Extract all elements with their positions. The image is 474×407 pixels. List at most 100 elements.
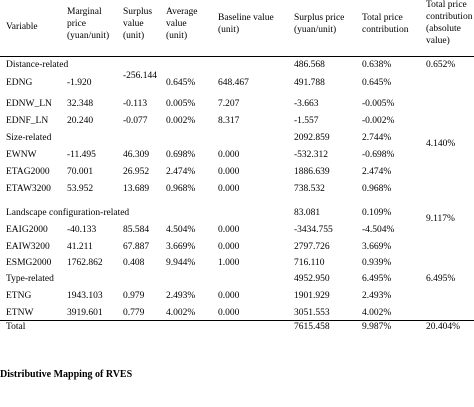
cell-marginal: 1762.862: [67, 258, 103, 268]
cell-abs: 6.495%: [426, 274, 456, 284]
cell-average: 4.002%: [166, 308, 196, 318]
cell-contribution: 0.939%: [362, 258, 392, 268]
cell-average: 0.005%: [166, 99, 196, 109]
cell-surplus-price: 491.788: [294, 78, 325, 88]
cell-surplus-price: 4952.950: [294, 274, 330, 284]
cell-average: 9.944%: [166, 258, 196, 268]
cell-abs: 20.404%: [426, 322, 461, 332]
cell-average: 2.493%: [166, 291, 196, 301]
cell-abs: 9.117%: [426, 214, 455, 224]
cell-contribution: 0.638%: [362, 60, 392, 70]
cell-baseline: 648.467: [218, 78, 249, 88]
cell-contribution: 0.109%: [362, 208, 392, 218]
cell-surplus-price: 738.532: [294, 184, 325, 194]
header-total-price-contribution-abs: Total price contribution (absolute value…: [426, 0, 473, 46]
cell-contribution: 2.493%: [362, 291, 392, 301]
cell-abs: 4.140%: [426, 139, 456, 149]
cell-contribution: 3.669%: [362, 242, 392, 252]
cell-variable: Total: [6, 322, 26, 332]
cell-contribution: -0.002%: [362, 116, 395, 126]
cell-variable: EDNF_LN: [6, 116, 49, 126]
cell-surplus: 0.408: [123, 258, 145, 268]
cell-variable: ETAG2000: [6, 167, 50, 177]
cell-surplus: 26.952: [123, 167, 150, 177]
cell-surplus: 0.979: [123, 291, 145, 301]
cell-surplus-price: -3434.755: [294, 225, 333, 235]
cell-marginal: 20.240: [67, 116, 94, 126]
cell-baseline: 0.000: [218, 308, 240, 318]
cell-average: 2.474%: [166, 167, 196, 177]
cell-surplus-price: -532.312: [294, 150, 329, 160]
cell-abs: 0.652%: [426, 60, 456, 70]
header-rule: [0, 56, 474, 57]
cell-marginal: -40.133: [67, 225, 97, 235]
cell-baseline: 0.000: [218, 242, 240, 252]
cell-variable: EAIW3200: [6, 242, 50, 252]
cell-marginal: 3919.601: [67, 308, 103, 318]
header-total-price-contribution: Total price contribution: [362, 13, 409, 35]
cell-variable: ESMG2000: [6, 258, 52, 268]
cell-marginal: 53.952: [67, 184, 94, 194]
cell-surplus: -256.144: [123, 71, 158, 81]
cell-surplus-price: 83.081: [294, 208, 321, 218]
cell-baseline: 0.000: [218, 150, 240, 160]
cell-surplus-price: 486.568: [294, 60, 325, 70]
cell-baseline: 0.000: [218, 225, 240, 235]
cell-baseline: 1.000: [218, 258, 240, 268]
cell-surplus-price: -3.663: [294, 99, 319, 109]
cell-contribution: 0.645%: [362, 78, 392, 88]
cell-variable: Landscape configuration-related: [6, 208, 130, 218]
cell-contribution: 0.968%: [362, 184, 392, 194]
cell-average: 0.002%: [166, 116, 196, 126]
section-caption: Distributive Mapping of RVES: [0, 369, 133, 380]
cell-variable: Size-related: [6, 133, 52, 143]
header-average-value: Average value (unit): [166, 7, 198, 41]
cell-average: 0.645%: [166, 78, 196, 88]
header-surplus-value: Surplus value (unit): [123, 7, 153, 41]
cell-average: 4.504%: [166, 225, 196, 235]
header-variable: Variable: [6, 22, 38, 32]
header-surplus-price: Surplus price (yuan/unit): [294, 13, 345, 35]
cell-contribution: -0.005%: [362, 99, 395, 109]
cell-baseline: 0.000: [218, 291, 240, 301]
cell-marginal: 1943.103: [67, 291, 103, 301]
cell-marginal: 41.211: [67, 242, 93, 252]
cell-marginal: -11.495: [67, 150, 96, 160]
cell-surplus: -0.113: [123, 99, 148, 109]
cell-baseline: 0.000: [218, 184, 240, 194]
cell-contribution: 2.744%: [362, 133, 392, 143]
cell-variable: Type-related: [6, 274, 54, 284]
cell-variable: EDNW_LN: [6, 99, 52, 109]
cell-variable: ETNW: [6, 308, 34, 318]
cell-baseline: 7.207: [218, 99, 240, 109]
cell-contribution: 9.987%: [362, 322, 392, 332]
cell-surplus-price: 2797.726: [294, 242, 330, 252]
cell-surplus: 67.887: [123, 242, 150, 252]
header-marginal-price: Marginal price (yuan/unit): [67, 7, 110, 41]
cell-surplus: 0.779: [123, 308, 145, 318]
bottom-rule: [0, 320, 474, 321]
cell-contribution: 2.474%: [362, 167, 392, 177]
cell-surplus-price: 3051.553: [294, 308, 330, 318]
cell-surplus: -0.077: [123, 116, 148, 126]
cell-contribution: 6.495%: [362, 274, 392, 284]
cell-average: 0.968%: [166, 184, 196, 194]
header-baseline-value: Baseline value (unit): [218, 13, 274, 35]
cell-variable: ETNG: [6, 291, 32, 301]
cell-contribution: -4.504%: [362, 225, 395, 235]
cell-surplus-price: 1901.929: [294, 291, 330, 301]
cell-marginal: 70.001: [67, 167, 94, 177]
cell-variable: EAIG2000: [6, 225, 48, 235]
cell-surplus: 46.309: [123, 150, 150, 160]
cell-marginal: 32.348: [67, 99, 94, 109]
cell-surplus: 85.584: [123, 225, 150, 235]
cell-baseline: 0.000: [218, 167, 240, 177]
cell-average: 0.698%: [166, 150, 196, 160]
cell-surplus-price: -1.557: [294, 116, 319, 126]
cell-variable: EWNW: [6, 150, 37, 160]
cell-variable: ETAW3200: [6, 184, 51, 194]
cell-surplus-price: 2092.859: [294, 133, 330, 143]
cell-contribution: 4.002%: [362, 308, 392, 318]
cell-surplus-price: 716.110: [294, 258, 325, 268]
cell-surplus: 13.689: [123, 184, 150, 194]
